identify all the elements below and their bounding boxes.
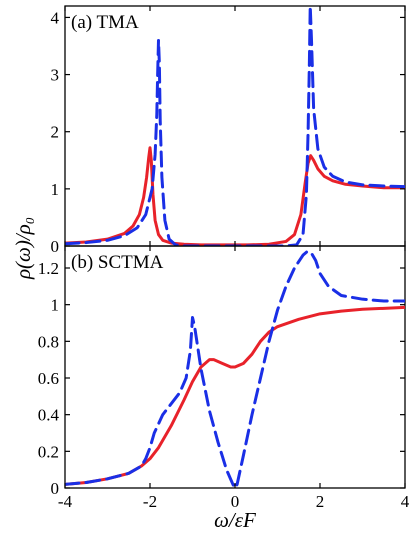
y-tick-label: 4	[51, 8, 60, 27]
x-tick-label: 2	[316, 492, 325, 511]
x-tick-label: 0	[231, 492, 240, 511]
panel-a-label: (a) TMA	[71, 12, 139, 33]
y-tick-label: 1	[51, 180, 60, 199]
x-axis-label: ω/εF	[214, 508, 256, 532]
solid-curve-panel-b	[65, 305, 405, 486]
panel-b: -4 -2 0 2 4 0 0.2 0.4 0.6 0.8 1 1.2 (b) SCTMA	[38, 245, 409, 511]
y-tick-label: 0.2	[38, 442, 59, 461]
y-tick-label: 0.4	[38, 406, 60, 425]
y-tick-label: 0	[51, 237, 60, 256]
y-tick-label: 3	[51, 66, 60, 85]
x-tick-label: -2	[143, 492, 157, 511]
y-tick-label: 0.8	[38, 332, 59, 351]
panel-a-frame	[64, 5, 406, 247]
y-tick-label: 2	[51, 123, 60, 142]
panel-a: 0 1 2 3 4 (a) TMA	[51, 5, 406, 256]
x-tick-label: -4	[58, 492, 73, 511]
x-tick-label: 4	[401, 492, 409, 511]
dashed-curve-panel-a	[65, 6, 405, 246]
y-tick-label: 0	[51, 479, 60, 498]
y-tick-label: 1	[51, 296, 60, 315]
y-axis-label: ρ(ω)/ρ₀	[11, 217, 35, 280]
dashed-curve-panel-b	[65, 250, 405, 488]
solid-curve-panel-a	[65, 146, 405, 246]
panel-b-label: (b) SCTMA	[71, 252, 164, 273]
y-tick-label: 1.2	[38, 259, 59, 278]
y-tick-label: 0.6	[38, 369, 59, 388]
